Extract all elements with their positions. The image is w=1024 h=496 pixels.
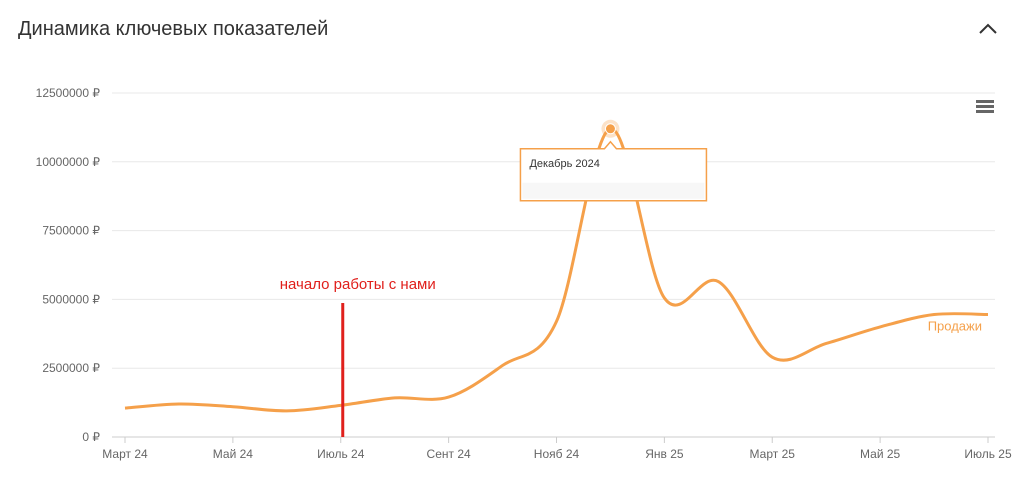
- series-line: [124, 127, 989, 413]
- x-tick-label: Нояб 24: [534, 447, 580, 461]
- point: [604, 123, 616, 135]
- y-tick-label: 12500000 ₽: [36, 86, 101, 100]
- tooltip-band: [522, 182, 705, 199]
- x-tick-label: Июль 25: [964, 447, 1012, 461]
- series-label: Продажи: [928, 319, 982, 334]
- chart-title: Динамика ключевых показателей: [18, 18, 328, 40]
- y-tick-label: 10000000 ₽: [36, 155, 101, 169]
- annotation-text: начало работы с нами: [280, 276, 436, 293]
- x-tick-label: Май 25: [860, 447, 901, 461]
- collapse-icon[interactable]: [979, 23, 997, 34]
- x-tick-label: Сент 24: [427, 447, 471, 461]
- x-tick-label: Март 24: [102, 447, 148, 461]
- x-tick-label: Июль 24: [317, 447, 365, 461]
- y-tick-label: 7500000 ₽: [42, 224, 100, 238]
- y-tick-label: 5000000 ₽: [42, 292, 100, 306]
- y-tick-label: 0 ₽: [82, 430, 100, 444]
- menu-icon[interactable]: [976, 100, 994, 113]
- y-tick-label: 2500000 ₽: [42, 361, 100, 375]
- tooltip-text: Декабрь 2024: [529, 158, 599, 170]
- x-tick-label: Март 25: [750, 447, 796, 461]
- x-tick-label: Янв 25: [645, 447, 684, 461]
- x-tick-label: Май 24: [213, 447, 254, 461]
